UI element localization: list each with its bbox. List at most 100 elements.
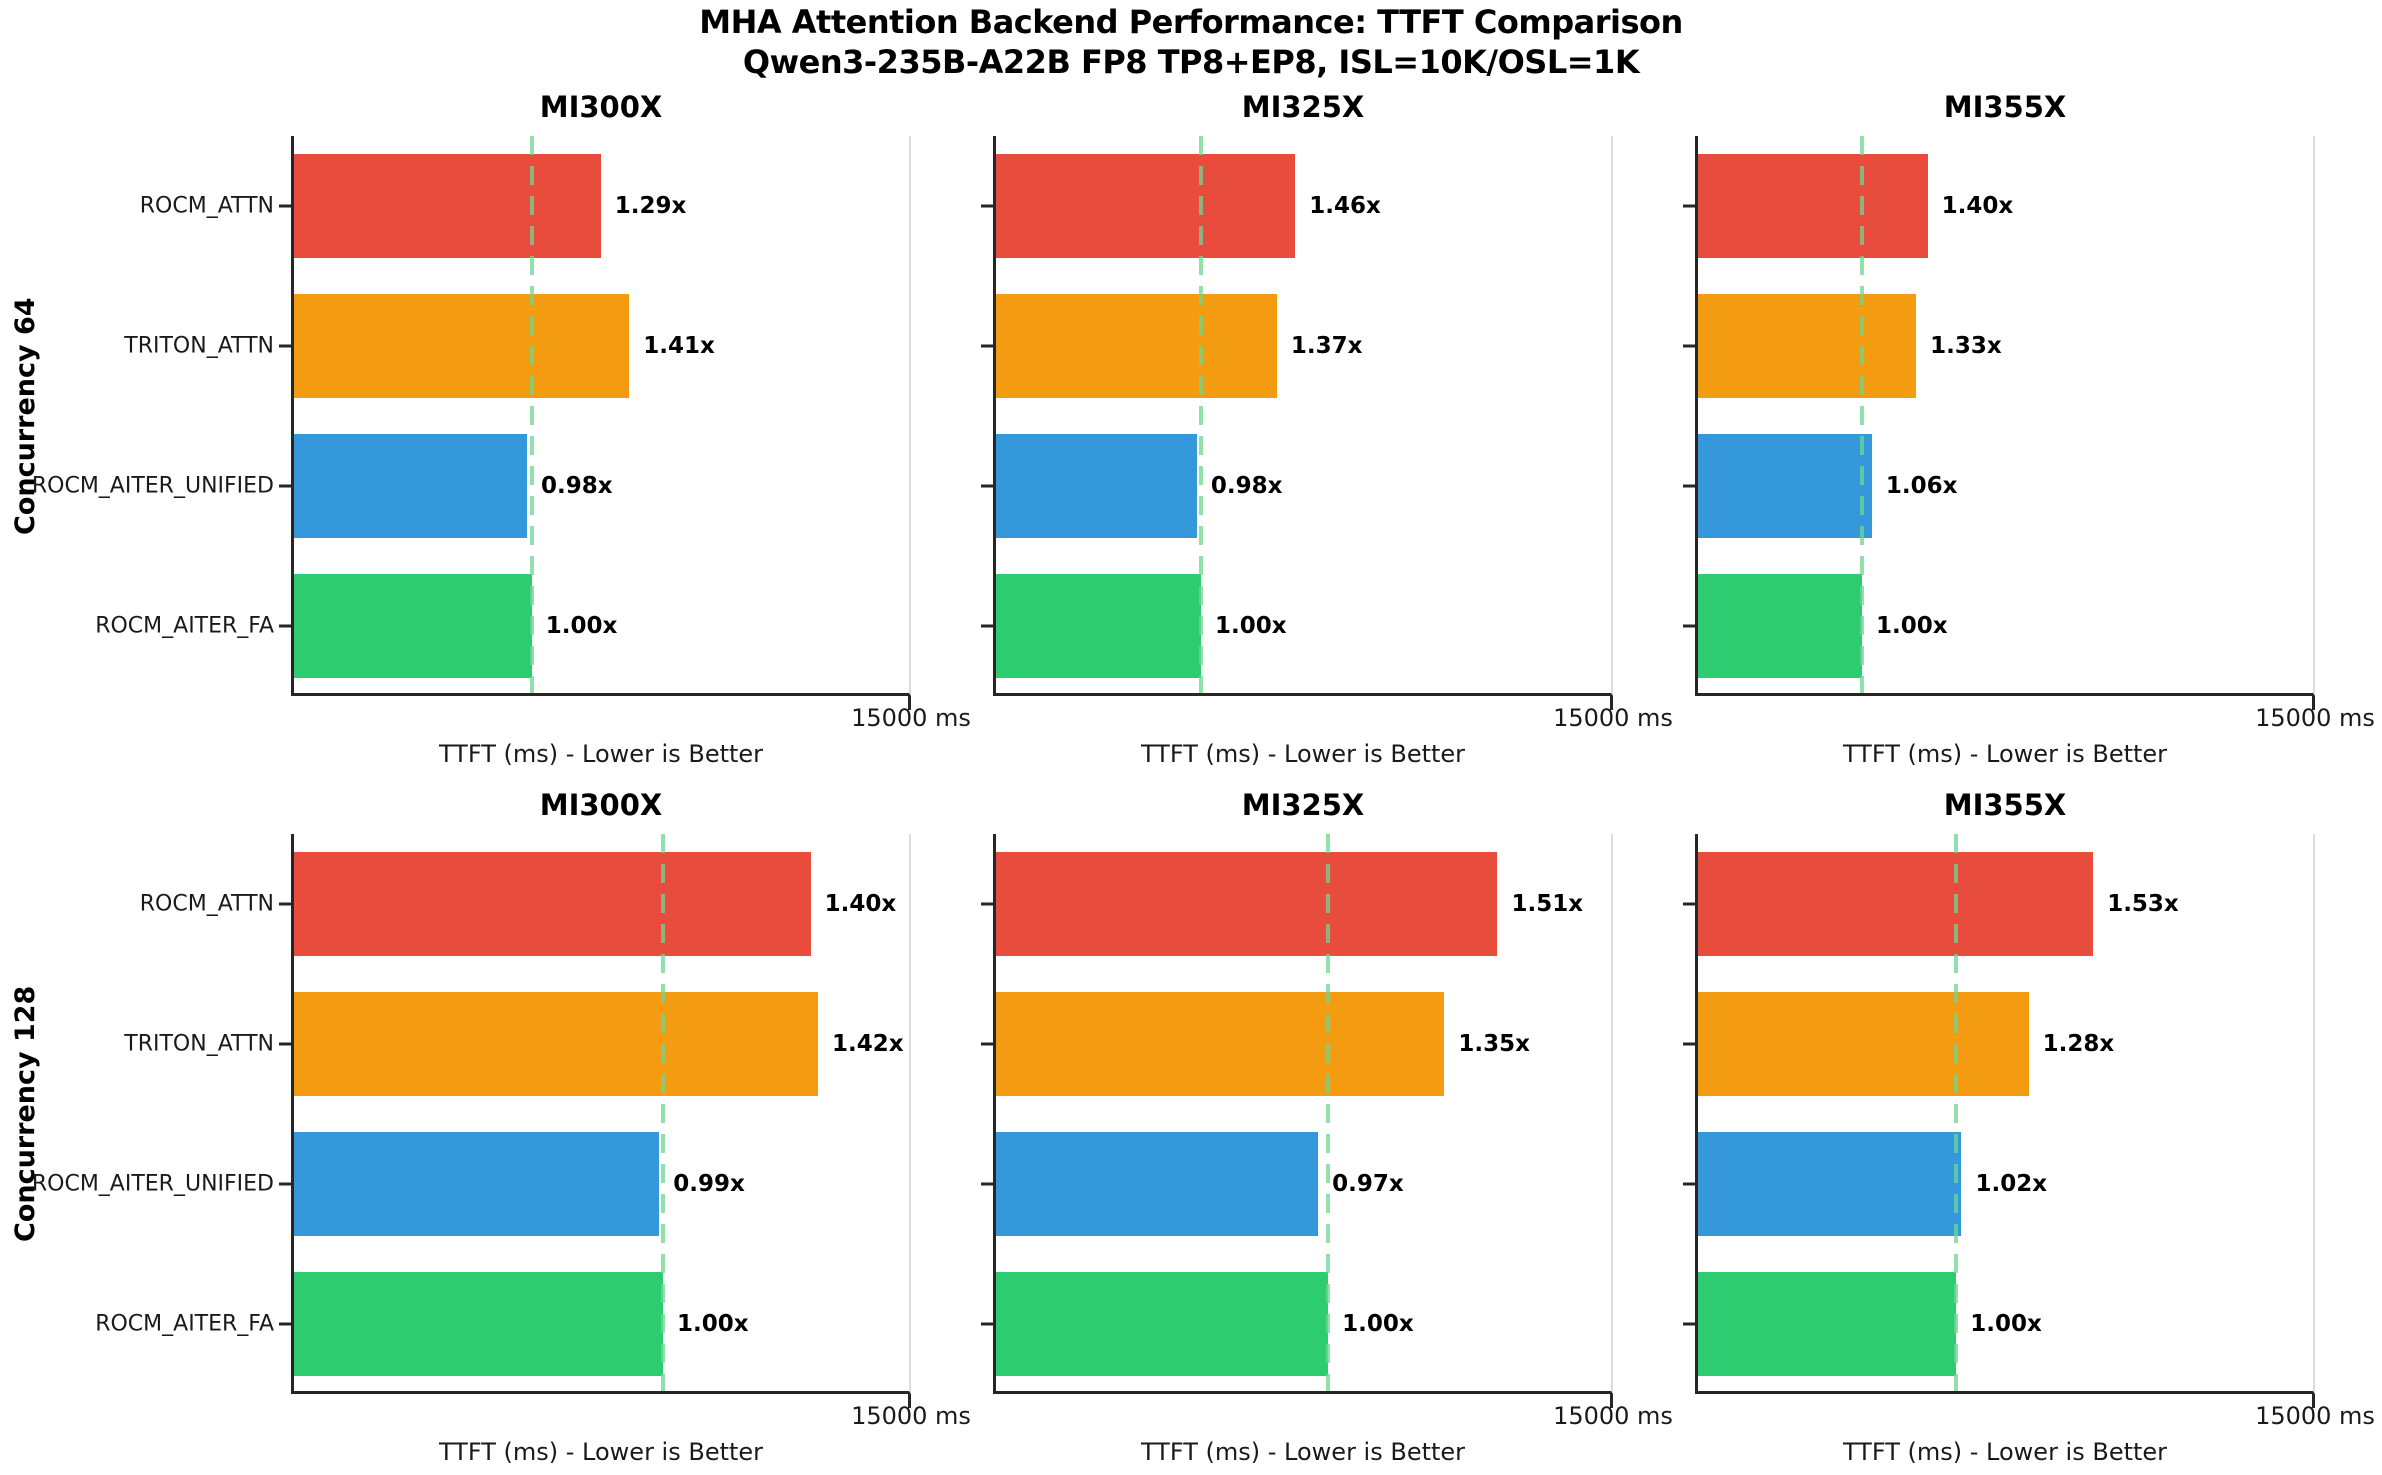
bar-value-label: 1.37x	[1290, 333, 1363, 359]
x-axis-label: TTFT (ms) - Lower is Better	[438, 1438, 764, 1466]
bar	[1698, 852, 2094, 956]
y-tick	[981, 484, 993, 488]
plot-area: 1.40x ROCM_ATTN 1.42x TRITON_ATTN 0.99x ROCM_…	[32, 834, 911, 1408]
bar-value-label: 0.97x	[1332, 1171, 1404, 1197]
plot-area: 1.40x 1.33x 1.06x 1.00x	[1683, 136, 2315, 710]
bar-value-label: 1.00x	[545, 613, 618, 639]
bar-value-label: 1.40x	[824, 891, 897, 917]
bar	[996, 154, 1296, 258]
y-tick	[981, 344, 993, 348]
y-tick	[1683, 624, 1695, 628]
x-tick	[2312, 696, 2315, 710]
baseline-dashed-line	[1860, 136, 1864, 693]
subplot-row: Concurrency 128 MI300X 1.40x ROCM_ATTN 1.42x…	[0, 786, 2382, 1475]
bar	[1698, 574, 1862, 678]
y-tick	[981, 624, 993, 628]
bar	[294, 992, 818, 1096]
bar-value-label: 1.02x	[1975, 1171, 2048, 1197]
y-tick	[279, 344, 291, 348]
bar-value-label: 1.00x	[1342, 1311, 1414, 1337]
bar	[1698, 434, 1872, 538]
y-tick	[1683, 902, 1695, 906]
y-tick-label: ROCM_AITER_UNIFIED	[31, 473, 274, 499]
y-tick-label: TRITON_ATTN	[124, 333, 274, 359]
plot-area: 1.29x ROCM_ATTN 1.41x TRITON_ATTN 0.98x ROCM_…	[32, 136, 911, 710]
panel-title: MI300X	[539, 788, 663, 822]
y-tick-label: ROCM_AITER_FA	[95, 1311, 274, 1337]
bar-value-label: 1.53x	[2107, 891, 2179, 917]
bar	[996, 434, 1197, 538]
panel-title: MI355X	[1943, 90, 2067, 124]
bar	[294, 1272, 663, 1376]
subplot-panel: MI300X 1.29x ROCM_ATTN 1.41x TRITON_ATTN 0.98…	[32, 88, 971, 788]
x-tick-label: 15000 ms	[1553, 704, 1673, 732]
y-tick	[279, 204, 291, 208]
figure-title-line1: MHA Attention Backend Performance: TTFT …	[699, 3, 1683, 41]
plot-area: 1.51x 1.35x 0.97x 1.00x	[981, 834, 1613, 1408]
bar-value-label: 1.06x	[1885, 473, 1958, 499]
bar-value-label: 1.29x	[614, 193, 687, 219]
y-tick	[1683, 1322, 1695, 1326]
subplot-row: Concurrency 64 MI300X 1.29x ROCM_ATTN 1.41x T…	[0, 88, 2382, 788]
y-tick	[981, 1182, 993, 1186]
bar	[996, 1272, 1329, 1376]
baseline-dashed-line	[1199, 136, 1203, 693]
subplot-panel: MI325X 1.46x 1.37x 0.98x 1.00x 15000 ms TTFT (…	[981, 88, 1673, 788]
panel-title: MI355X	[1943, 788, 2067, 822]
bar	[996, 852, 1498, 956]
bar	[294, 574, 532, 678]
baseline-dashed-line	[529, 136, 534, 693]
y-tick	[1683, 1182, 1695, 1186]
y-tick	[1683, 344, 1695, 348]
bar-value-label: 1.00x	[677, 1311, 749, 1337]
bar-value-label: 0.99x	[673, 1171, 745, 1197]
bar	[996, 992, 1445, 1096]
bar-value-label: 1.35x	[1458, 1031, 1530, 1057]
x-tick	[908, 696, 911, 710]
bar	[294, 434, 528, 538]
x-tick-label: 15000 ms	[2255, 704, 2375, 732]
x-tick-label: 15000 ms	[851, 704, 971, 732]
panel-title: MI325X	[1241, 788, 1365, 822]
y-tick	[981, 204, 993, 208]
y-tick-label: ROCM_AITER_UNIFIED	[31, 1171, 274, 1197]
x-axis-label: TTFT (ms) - Lower is Better	[1842, 740, 2168, 768]
y-tick	[279, 902, 291, 906]
bar	[1698, 992, 2029, 1096]
x-tick	[1610, 696, 1613, 710]
baseline-dashed-line	[1954, 834, 1959, 1391]
y-tick	[1683, 484, 1695, 488]
bar	[996, 294, 1277, 398]
y-tick	[279, 624, 291, 628]
panel-title: MI325X	[1241, 90, 1365, 124]
panel-title: MI300X	[539, 90, 663, 124]
x-axis-label: TTFT (ms) - Lower is Better	[1140, 740, 1466, 768]
subplot-panel: MI355X 1.40x 1.33x 1.06x 1.00x 15000 ms TTFT (…	[1683, 88, 2375, 788]
bar-value-label: 1.42x	[831, 1031, 904, 1057]
y-tick-label: ROCM_ATTN	[139, 193, 274, 219]
y-tick	[279, 1042, 291, 1046]
bar	[1698, 154, 1928, 258]
bar	[294, 1132, 660, 1236]
x-tick	[908, 1394, 911, 1408]
y-tick	[981, 1322, 993, 1326]
y-tick	[279, 1322, 291, 1326]
bar-value-label: 1.00x	[1214, 613, 1287, 639]
y-tick	[1683, 1042, 1695, 1046]
baseline-dashed-line	[661, 834, 665, 1391]
bar-value-label: 1.00x	[1970, 1311, 2042, 1337]
bar-value-label: 1.33x	[1930, 333, 2002, 359]
baseline-dashed-line	[1326, 834, 1331, 1391]
x-axis-label: TTFT (ms) - Lower is Better	[438, 740, 764, 768]
bar	[996, 1132, 1319, 1236]
bar-value-label: 0.98x	[541, 473, 613, 499]
bar-value-label: 1.46x	[1309, 193, 1381, 219]
y-tick-label: ROCM_AITER_FA	[95, 613, 274, 639]
bar	[294, 294, 630, 398]
x-tick-label: 15000 ms	[851, 1402, 971, 1430]
bar	[294, 852, 811, 956]
bar-value-label: 1.00x	[1875, 613, 1948, 639]
bar	[1698, 1132, 1962, 1236]
y-tick	[1683, 204, 1695, 208]
